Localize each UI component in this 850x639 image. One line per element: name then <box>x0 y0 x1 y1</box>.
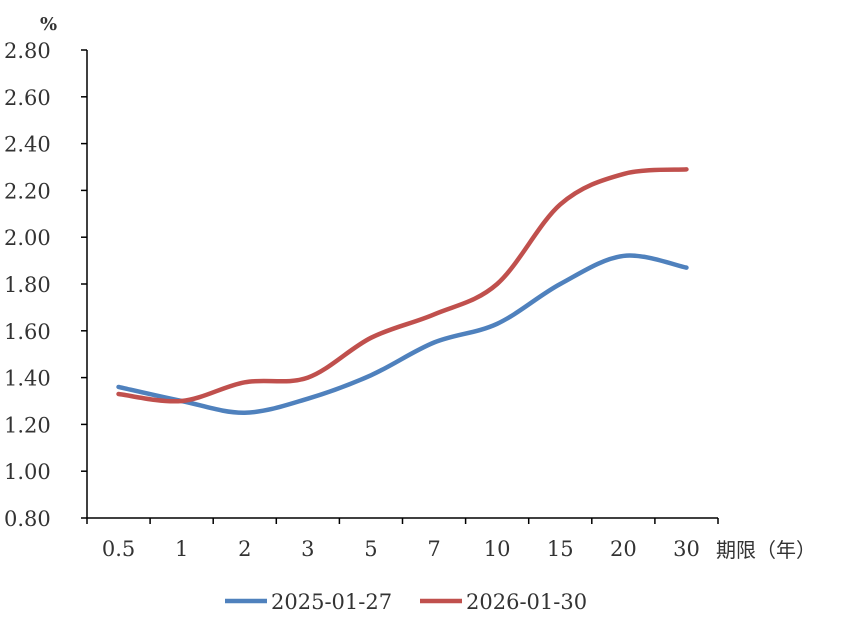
legend-item: 2026-01-30 <box>420 590 587 614</box>
y-tick-label: 1.00 <box>4 460 51 484</box>
x-tick-label: 2 <box>238 537 251 561</box>
x-tick-label: 5 <box>364 537 377 561</box>
y-tick-label: 1.80 <box>4 273 51 297</box>
x-tick-label: 10 <box>484 537 511 561</box>
y-axis-unit: % <box>40 14 57 35</box>
y-tick-label: 2.40 <box>4 133 51 157</box>
x-tick-label: 0.5 <box>102 537 135 561</box>
x-tick-label: 20 <box>610 537 637 561</box>
y-tick-label: 1.20 <box>4 413 51 437</box>
y-tick-label: 0.80 <box>4 507 51 531</box>
y-tick-label: 1.40 <box>4 367 51 391</box>
y-tick-label: 2.20 <box>4 179 51 203</box>
y-tick-label: 2.00 <box>4 226 51 250</box>
legend-label: 2025-01-27 <box>271 590 392 614</box>
x-tick-label: 30 <box>673 537 700 561</box>
legend-label: 2026-01-30 <box>466 590 587 614</box>
y-tick-label: 2.60 <box>4 86 51 110</box>
x-tick-label: 7 <box>427 537 440 561</box>
x-axis-title: 期限（年） <box>716 538 816 562</box>
x-tick-label: 3 <box>301 537 314 561</box>
x-tick-label: 1 <box>175 537 188 561</box>
series-line-2026-01-30 <box>116 167 689 404</box>
legend-item: 2025-01-27 <box>225 590 392 614</box>
x-tick-label: 15 <box>547 537 574 561</box>
series-line-2025-01-27 <box>116 253 689 415</box>
y-tick-label: 2.80 <box>4 39 51 63</box>
y-tick-label: 1.60 <box>4 320 51 344</box>
